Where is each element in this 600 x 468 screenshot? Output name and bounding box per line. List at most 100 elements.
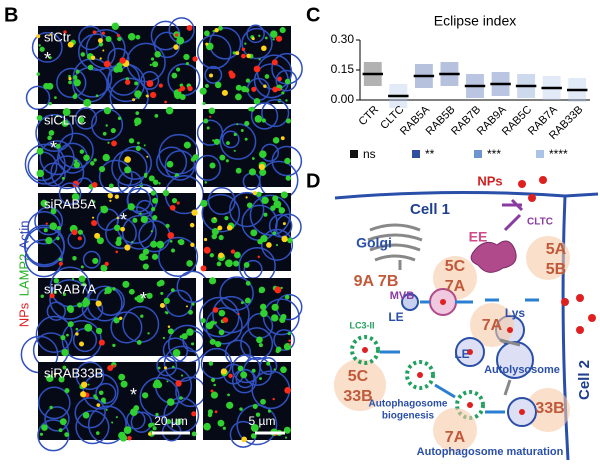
- np-signal: [271, 59, 278, 66]
- diagram-label: 33B: [535, 400, 564, 417]
- lamp2-signal: [218, 329, 225, 336]
- lamp2-signal: [151, 422, 155, 427]
- np-signal: [280, 136, 285, 141]
- lamp2-signal: [56, 236, 60, 241]
- diagram-label: EE: [469, 229, 488, 245]
- lamp2-signal: [152, 61, 159, 68]
- lamp2-signal: [272, 38, 275, 41]
- lamp2-signal: [171, 72, 178, 79]
- np-signal: [272, 86, 279, 93]
- np-signal: [75, 332, 79, 336]
- lamp2-signal: [75, 327, 79, 331]
- lamp2-signal: [103, 107, 112, 115]
- np-signal: [111, 140, 117, 147]
- lamp2-signal: [48, 56, 52, 60]
- lamp2-signal: [117, 36, 122, 42]
- lamp2-signal: [84, 323, 93, 332]
- cell-outline: [273, 329, 296, 351]
- lamp2-signal: [244, 120, 250, 127]
- lamp2-signal: [48, 130, 55, 136]
- np-signal: [119, 57, 126, 64]
- lamp2-signal: [95, 94, 99, 98]
- lamp2-signal: [245, 280, 251, 286]
- cell-outline: [56, 67, 87, 99]
- np-signal: [53, 372, 57, 376]
- lamp2-signal: [152, 382, 159, 389]
- lamp2-signal: [179, 93, 186, 101]
- lamp2-signal: [150, 240, 158, 248]
- row-label: siRAB5A: [44, 196, 96, 211]
- diagram-label: 5C: [348, 368, 369, 385]
- lamp2-signal: [280, 366, 287, 374]
- lamp2-signal: [36, 72, 40, 76]
- lamp2-signal: [158, 182, 161, 185]
- lamp2-signal: [112, 343, 116, 348]
- lamp2-signal: [56, 226, 62, 231]
- lamp2-signal: [157, 366, 161, 370]
- lamp2-signal: [209, 253, 215, 258]
- lamp2-signal: [127, 32, 136, 41]
- lamp2-signal: [150, 190, 156, 196]
- lamp2-signal: [249, 106, 255, 112]
- cell-outline: [35, 315, 73, 354]
- lamp2-signal: [110, 127, 116, 134]
- lamp2-signal: [264, 74, 270, 79]
- lamp2-signal: [258, 150, 267, 158]
- lamp2-signal: [183, 53, 190, 61]
- diagram-label: LE: [388, 310, 403, 324]
- lamp2-signal: [251, 157, 255, 160]
- np-signal: [174, 33, 179, 37]
- scale-label: 5 µm: [249, 414, 276, 428]
- lamp2-signal: [117, 116, 122, 120]
- lamp2-signal: [263, 212, 268, 217]
- diagram-label: 5A: [546, 241, 567, 258]
- cell-outline: [118, 146, 152, 180]
- lamp2-signal: [134, 81, 139, 86]
- np-signal: [288, 339, 291, 342]
- lamp2-signal: [235, 93, 242, 101]
- cell-outline: [44, 406, 70, 432]
- np-signal: [229, 72, 236, 79]
- lamp2-signal: [185, 62, 189, 66]
- np-signal: [95, 300, 102, 307]
- lamp2-signal: [113, 66, 120, 73]
- np-signal: [214, 410, 218, 414]
- lamp2-signal: [115, 416, 118, 419]
- diagram-label: Autolysosome: [484, 364, 560, 376]
- np-signal: [91, 216, 95, 219]
- y-tick-label: 0.15: [331, 62, 355, 76]
- lamp2-signal: [166, 160, 174, 168]
- lamp2-signal: [83, 98, 92, 107]
- np-signal: [212, 307, 219, 313]
- lamp2-signal: [49, 222, 58, 231]
- lamp2-signal: [61, 176, 65, 180]
- lamp2-signal: [156, 240, 165, 249]
- lamp2-signal: [99, 166, 106, 173]
- cell-outline: [212, 295, 250, 334]
- lamp2-signal: [213, 383, 216, 387]
- panel-label: C: [306, 4, 320, 26]
- np-signal: [124, 244, 131, 251]
- lamp2-signal: [92, 257, 99, 265]
- lamp2-signal: [62, 292, 66, 297]
- lamp2-signal: [253, 97, 261, 105]
- legend-swatch: [474, 150, 482, 158]
- cell-outline: [268, 213, 293, 238]
- np-signal: [114, 194, 120, 199]
- np-signal: [124, 79, 131, 85]
- np-signal: [99, 57, 102, 60]
- np-signal: [146, 155, 149, 158]
- lamp2-signal: [204, 181, 208, 184]
- lamp2-signal: [47, 135, 52, 141]
- lamp2-signal: [259, 377, 262, 380]
- lamp2-signal: [233, 132, 237, 137]
- lamp2-signal: [113, 224, 121, 232]
- lamp2-signal: [113, 317, 120, 324]
- lamp2-signal: [100, 205, 109, 214]
- np-signal: [68, 77, 72, 81]
- cell-outline: [49, 279, 90, 320]
- lamp2-signal: [140, 314, 144, 318]
- lamp2-signal: [233, 260, 240, 267]
- diagram: [334, 190, 599, 461]
- cell-outline: [156, 355, 178, 377]
